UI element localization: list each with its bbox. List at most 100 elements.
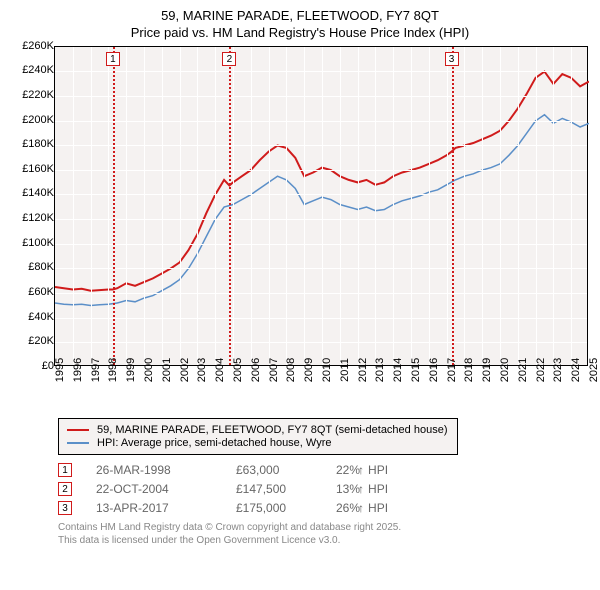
legend-label: HPI: Average price, semi-detached house,… <box>97 437 331 449</box>
gridline-vertical <box>553 47 554 365</box>
marker-box: 1 <box>106 52 120 66</box>
y-tick-label: £0 <box>42 360 54 372</box>
x-tick-label: 2000 <box>143 358 155 382</box>
gridline-vertical <box>411 47 412 365</box>
arrow-up-icon: ↑ <box>358 501 364 515</box>
arrow-up-icon: ↑ <box>358 482 364 496</box>
gridline-vertical <box>518 47 519 365</box>
y-tick-label: £20K <box>28 335 54 347</box>
title-block: 59, MARINE PARADE, FLEETWOOD, FY7 8QT Pr… <box>12 8 588 42</box>
y-tick-label: £180K <box>22 138 54 150</box>
transaction-pct: 13% <box>336 482 360 496</box>
x-tick-label: 2009 <box>303 358 315 382</box>
gridline-horizontal <box>55 96 587 97</box>
x-tick-label: 2022 <box>535 358 547 382</box>
x-tick-label: 2020 <box>499 358 511 382</box>
y-axis: £0£20K£40K£60K£80K£100K£120K£140K£160K£1… <box>12 46 54 366</box>
legend-row: 59, MARINE PARADE, FLEETWOOD, FY7 8QT (s… <box>67 424 449 436</box>
x-tick-label: 2024 <box>570 358 582 382</box>
x-tick-label: 2003 <box>196 358 208 382</box>
x-tick-label: 1997 <box>90 358 102 382</box>
x-tick-label: 2014 <box>392 358 404 382</box>
gridline-vertical <box>269 47 270 365</box>
gridline-vertical <box>233 47 234 365</box>
chart-container: 59, MARINE PARADE, FLEETWOOD, FY7 8QT Pr… <box>0 0 600 555</box>
x-tick-label: 2002 <box>179 358 191 382</box>
x-tick-label: 2015 <box>410 358 422 382</box>
legend-label: 59, MARINE PARADE, FLEETWOOD, FY7 8QT (s… <box>97 424 447 436</box>
gridline-vertical <box>197 47 198 365</box>
marker-box: 2 <box>222 52 236 66</box>
transaction-date: 22-OCT-2004 <box>96 482 236 496</box>
transaction-price: £63,000 <box>236 463 336 477</box>
gridline-horizontal <box>55 71 587 72</box>
transaction-row: 222-OCT-2004£147,50013% ↑HPI <box>58 482 588 496</box>
y-tick-label: £260K <box>22 40 54 52</box>
legend-swatch <box>67 442 89 444</box>
y-tick-label: £100K <box>22 237 54 249</box>
transaction-suffix: HPI <box>368 501 388 515</box>
x-tick-label: 2021 <box>517 358 529 382</box>
gridline-horizontal <box>55 318 587 319</box>
gridline-vertical <box>500 47 501 365</box>
transaction-suffix: HPI <box>368 463 388 477</box>
transaction-marker-box: 1 <box>58 463 72 477</box>
gridline-vertical <box>215 47 216 365</box>
gridline-horizontal <box>55 219 587 220</box>
y-tick-label: £120K <box>22 212 54 224</box>
marker-line <box>452 47 454 365</box>
gridline-horizontal <box>55 194 587 195</box>
gridline-vertical <box>375 47 376 365</box>
gridline-vertical <box>447 47 448 365</box>
gridline-vertical <box>536 47 537 365</box>
x-tick-label: 2008 <box>285 358 297 382</box>
gridline-horizontal <box>55 145 587 146</box>
x-tick-label: 2001 <box>161 358 173 382</box>
gridline-vertical <box>286 47 287 365</box>
title-line2: Price paid vs. HM Land Registry's House … <box>12 25 588 42</box>
gridline-horizontal <box>55 293 587 294</box>
y-tick-label: £40K <box>28 311 54 323</box>
marker-box: 3 <box>445 52 459 66</box>
gridline-vertical <box>464 47 465 365</box>
x-tick-label: 2023 <box>552 358 564 382</box>
transaction-suffix: HPI <box>368 482 388 496</box>
y-tick-label: £240K <box>22 64 54 76</box>
gridline-vertical <box>144 47 145 365</box>
x-tick-label: 2010 <box>321 358 333 382</box>
x-tick-label: 2025 <box>588 358 600 382</box>
license-line1: Contains HM Land Registry data © Crown c… <box>58 521 588 534</box>
chart-area: £0£20K£40K£60K£80K£100K£120K£140K£160K£1… <box>12 46 588 416</box>
x-tick-label: 2006 <box>250 358 262 382</box>
gridline-vertical <box>358 47 359 365</box>
y-tick-label: £160K <box>22 163 54 175</box>
gridline-vertical <box>251 47 252 365</box>
x-tick-label: 2005 <box>232 358 244 382</box>
legend-row: HPI: Average price, semi-detached house,… <box>67 437 449 449</box>
marker-line <box>113 47 115 365</box>
gridline-vertical <box>304 47 305 365</box>
gridline-vertical <box>108 47 109 365</box>
gridline-vertical <box>571 47 572 365</box>
arrow-up-icon: ↑ <box>358 463 364 477</box>
license-text: Contains HM Land Registry data © Crown c… <box>58 521 588 547</box>
x-tick-label: 2018 <box>463 358 475 382</box>
x-tick-label: 1999 <box>125 358 137 382</box>
transaction-row: 313-APR-2017£175,00026% ↑HPI <box>58 501 588 515</box>
title-line1: 59, MARINE PARADE, FLEETWOOD, FY7 8QT <box>12 8 588 25</box>
transaction-pct: 22% <box>336 463 360 477</box>
x-tick-label: 2007 <box>268 358 280 382</box>
gridline-vertical <box>322 47 323 365</box>
gridline-horizontal <box>55 268 587 269</box>
transactions-list: 126-MAR-1998£63,00022% ↑HPI222-OCT-2004£… <box>58 463 588 515</box>
y-tick-label: £220K <box>22 89 54 101</box>
gridline-horizontal <box>55 170 587 171</box>
x-tick-label: 2017 <box>446 358 458 382</box>
transaction-row: 126-MAR-1998£63,00022% ↑HPI <box>58 463 588 477</box>
y-tick-label: £60K <box>28 286 54 298</box>
gridline-vertical <box>126 47 127 365</box>
transaction-marker-box: 3 <box>58 501 72 515</box>
x-tick-label: 2012 <box>357 358 369 382</box>
x-tick-label: 1996 <box>72 358 84 382</box>
gridline-vertical <box>393 47 394 365</box>
